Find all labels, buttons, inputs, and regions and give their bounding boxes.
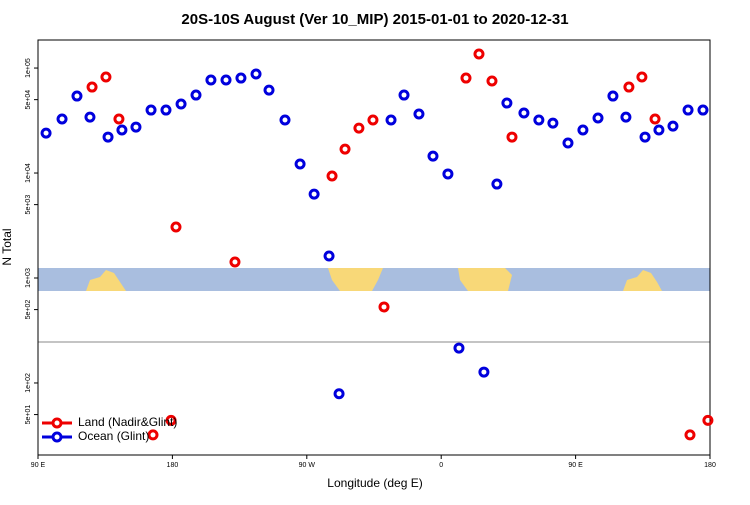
point (486, 75, 498, 87)
point (620, 111, 632, 123)
point (323, 250, 335, 262)
legend-marker (51, 417, 63, 429)
point (130, 121, 142, 133)
point (667, 120, 679, 132)
point (326, 170, 338, 182)
legend-label: Ocean (Glint) (78, 429, 149, 443)
point (592, 112, 604, 124)
point (229, 256, 241, 268)
point (84, 111, 96, 123)
point (175, 98, 187, 110)
point (501, 97, 513, 109)
x-tick-label: 180 (167, 462, 179, 469)
point (697, 104, 709, 116)
point (506, 131, 518, 143)
y-axis-label: N Total (0, 228, 14, 265)
point (562, 137, 574, 149)
y-tick-label: 1e+05 (25, 58, 32, 78)
point (649, 113, 661, 125)
point (442, 168, 454, 180)
point (533, 114, 545, 126)
legend-marker (51, 431, 63, 443)
y-tick-label: 1e+02 (25, 373, 32, 393)
point (491, 178, 503, 190)
y-tick-label: 5e+04 (25, 90, 32, 110)
point (378, 301, 390, 313)
point (279, 114, 291, 126)
point (147, 429, 159, 441)
y-tick-label: 1e+03 (25, 268, 32, 288)
y-tick-label: 5e+01 (25, 405, 32, 425)
point (71, 90, 83, 102)
x-tick-label: 180 (704, 462, 716, 469)
x-tick-label: 90 E (568, 462, 583, 469)
point (385, 114, 397, 126)
point (113, 113, 125, 125)
x-axis-label: Longitude (deg E) (327, 476, 422, 490)
point (294, 158, 306, 170)
point (413, 108, 425, 120)
point (684, 429, 696, 441)
point (460, 72, 472, 84)
point (398, 89, 410, 101)
point (639, 131, 651, 143)
point (607, 90, 619, 102)
x-tick-label: 90 E (31, 462, 46, 469)
y-tick-label: 5e+02 (25, 300, 32, 320)
point (40, 127, 52, 139)
point (235, 72, 247, 84)
y-tick-label: 1e+04 (25, 163, 32, 183)
point (473, 48, 485, 60)
point (367, 114, 379, 126)
point (116, 124, 128, 136)
y-tick-label: 5e+03 (25, 195, 32, 215)
point (86, 81, 98, 93)
point (478, 366, 490, 378)
point (205, 74, 217, 86)
point (263, 84, 275, 96)
point (623, 81, 635, 93)
map-strip (38, 268, 710, 291)
point (333, 388, 345, 400)
point (577, 124, 589, 136)
point (702, 414, 714, 426)
point (145, 104, 157, 116)
point (160, 104, 172, 116)
point (518, 107, 530, 119)
point (170, 221, 182, 233)
point (56, 113, 68, 125)
point (427, 150, 439, 162)
point (165, 414, 177, 426)
point (353, 122, 365, 134)
legend-label: Land (Nadir&Glint) (78, 415, 177, 429)
point (339, 143, 351, 155)
point (453, 342, 465, 354)
chart-title: 20S-10S August (Ver 10_MIP) 2015-01-01 t… (181, 11, 568, 28)
point (682, 104, 694, 116)
plot-frame (37, 39, 711, 456)
point (653, 124, 665, 136)
point (102, 131, 114, 143)
point (100, 71, 112, 83)
point (547, 117, 559, 129)
point (220, 74, 232, 86)
x-tick-label: 90 W (299, 462, 316, 469)
point (636, 71, 648, 83)
point (190, 89, 202, 101)
x-tick-label: 0 (439, 462, 443, 469)
point (250, 68, 262, 80)
point (308, 188, 320, 200)
